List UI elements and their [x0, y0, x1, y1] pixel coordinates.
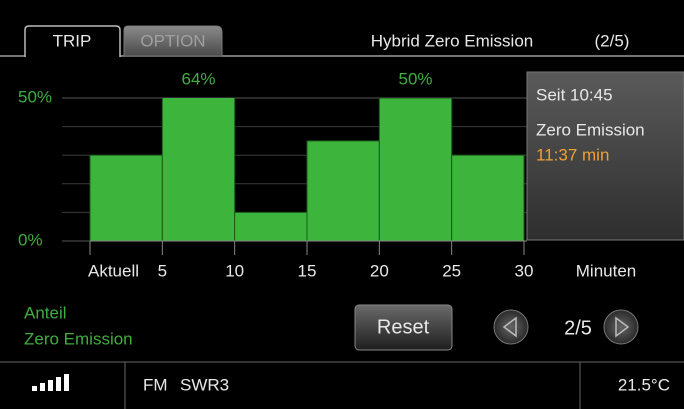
x-tick-label: Aktuell: [88, 261, 139, 280]
radio-band: FM: [143, 375, 168, 394]
x-axis-label: Minuten: [576, 261, 636, 280]
info-duration: 11:37 min: [536, 145, 609, 164]
info-label: Zero Emission: [536, 120, 645, 139]
bar: [306, 140, 380, 242]
bar: [89, 154, 163, 242]
tab-label[interactable]: OPTION: [140, 31, 205, 50]
chart: 0% 50% 64% 50% Aktuell 5 10 15 20 25 30 Minuten: [18, 69, 636, 280]
header-title: Hybrid Zero Emission: [371, 31, 534, 50]
next-icon: [615, 316, 630, 338]
tab-active[interactable]: [24, 25, 121, 57]
info-panel: [526, 71, 684, 241]
bar: [378, 98, 453, 242]
x-tick-label: 15: [298, 261, 317, 280]
x-tick-label: 25: [442, 261, 461, 280]
next-button[interactable]: [603, 309, 639, 345]
tab-inactive[interactable]: [123, 25, 223, 57]
bar: [451, 154, 525, 242]
prev-icon: [502, 316, 517, 338]
reset-button[interactable]: [354, 304, 453, 351]
y-tick-label: 50%: [18, 87, 52, 106]
page-indicator: 2/5: [564, 317, 592, 339]
radio-station: SWR3: [180, 375, 229, 394]
x-tick-label: 5: [158, 261, 167, 280]
tab-label[interactable]: TRIP: [53, 31, 92, 50]
temperature: 21.5°C: [618, 375, 670, 394]
y-tick-label: 0%: [18, 230, 43, 249]
caption: Anteil: [24, 303, 67, 322]
bar: [161, 98, 236, 242]
bar: [234, 211, 308, 242]
prev-button[interactable]: [493, 309, 529, 345]
x-tick-label: 10: [225, 261, 244, 280]
x-tick-label: 30: [515, 261, 534, 280]
caption: Zero Emission: [24, 329, 133, 348]
x-tick-label: 20: [370, 261, 389, 280]
signal-icon: [32, 374, 69, 391]
reset-label[interactable]: Reset: [377, 316, 430, 338]
value-label: 50%: [398, 69, 432, 88]
header-page: (2/5): [595, 31, 630, 50]
value-label: 64%: [181, 69, 215, 88]
info-since: Seit 10:45: [536, 85, 613, 104]
